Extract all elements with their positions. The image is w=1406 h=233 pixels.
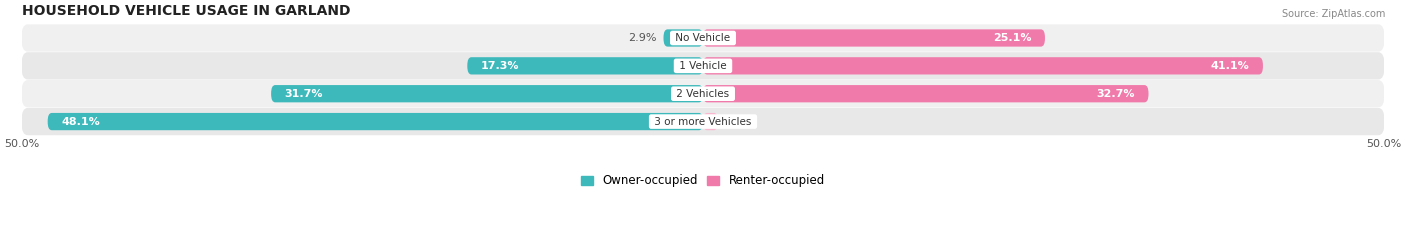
FancyBboxPatch shape [21,80,1385,107]
FancyBboxPatch shape [21,52,1385,79]
FancyBboxPatch shape [703,85,1149,102]
Text: Source: ZipAtlas.com: Source: ZipAtlas.com [1281,9,1385,19]
Text: 41.1%: 41.1% [1211,61,1250,71]
Legend: Owner-occupied, Renter-occupied: Owner-occupied, Renter-occupied [576,170,830,192]
Text: 2 Vehicles: 2 Vehicles [673,89,733,99]
FancyBboxPatch shape [664,29,703,47]
Text: No Vehicle: No Vehicle [672,33,734,43]
FancyBboxPatch shape [703,113,718,130]
FancyBboxPatch shape [703,29,1045,47]
Text: 17.3%: 17.3% [481,61,519,71]
Text: 1 Vehicle: 1 Vehicle [676,61,730,71]
FancyBboxPatch shape [271,85,703,102]
Text: 48.1%: 48.1% [62,116,100,127]
Text: 2.9%: 2.9% [628,33,657,43]
Text: 32.7%: 32.7% [1097,89,1135,99]
Text: HOUSEHOLD VEHICLE USAGE IN GARLAND: HOUSEHOLD VEHICLE USAGE IN GARLAND [21,4,350,18]
Text: 25.1%: 25.1% [993,33,1032,43]
FancyBboxPatch shape [21,108,1385,135]
Text: 1.1%: 1.1% [725,116,754,127]
FancyBboxPatch shape [703,57,1263,75]
Text: 3 or more Vehicles: 3 or more Vehicles [651,116,755,127]
FancyBboxPatch shape [48,113,703,130]
FancyBboxPatch shape [21,24,1385,52]
Text: 31.7%: 31.7% [285,89,323,99]
FancyBboxPatch shape [467,57,703,75]
